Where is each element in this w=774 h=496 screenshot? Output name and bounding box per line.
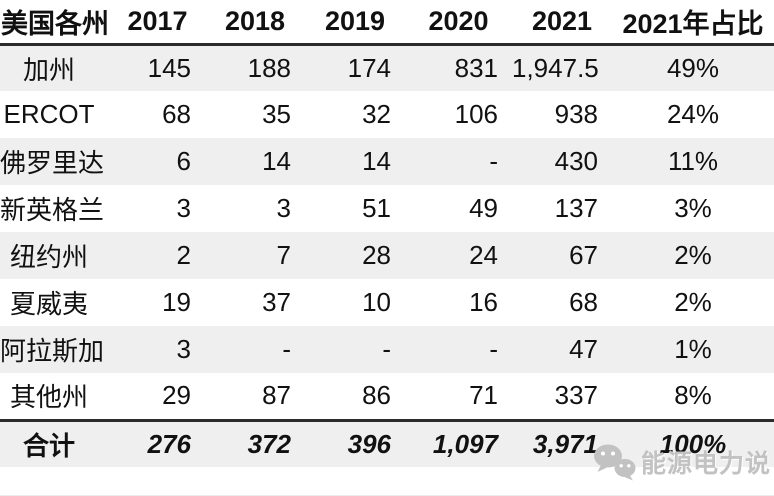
cell-2018: 7 bbox=[276, 240, 291, 270]
cell-share: 49% bbox=[666, 52, 720, 83]
total-2021: 3,971 bbox=[512, 418, 612, 467]
cell-2021: 337 bbox=[554, 380, 598, 411]
table-body: 加州 145 188 174 831 1,947.5 49% ERCOT 68 … bbox=[0, 44, 774, 420]
cell-region: ERCOT bbox=[3, 99, 95, 129]
cell-share: 2% bbox=[674, 240, 712, 270]
table-row: ERCOT 68 35 32 106 938 24% bbox=[0, 91, 774, 138]
table-row: 纽约州 2 7 28 24 67 2% bbox=[0, 232, 774, 279]
cell-2018: 188 bbox=[247, 52, 291, 83]
cell-2021: 67 bbox=[569, 240, 598, 270]
total-2019: 396 bbox=[305, 418, 405, 467]
cell-2019: 51 bbox=[362, 193, 391, 223]
cell-2018: 87 bbox=[262, 380, 291, 411]
table-row: 阿拉斯加 3 - - - 47 1% bbox=[0, 326, 774, 373]
header-2017: 2017 bbox=[110, 0, 205, 46]
cell-share: 8% bbox=[674, 380, 712, 411]
cell-2018: 3 bbox=[276, 193, 291, 223]
cell-2020: 16 bbox=[469, 287, 498, 317]
total-2020: 1,097 bbox=[405, 418, 512, 467]
cell-2019: 86 bbox=[362, 380, 391, 411]
cell-2019: - bbox=[382, 334, 391, 364]
cell-region: 其他州 bbox=[9, 382, 88, 413]
header-region: 美国各州 bbox=[0, 0, 110, 46]
cell-2020: - bbox=[489, 334, 498, 364]
cell-2017: 6 bbox=[176, 146, 191, 176]
header-2020: 2020 bbox=[405, 0, 512, 46]
cell-2021: 430 bbox=[554, 146, 598, 176]
cell-2019: 14 bbox=[362, 146, 391, 176]
cell-2019: 174 bbox=[347, 52, 391, 83]
cell-2017: 29 bbox=[162, 380, 191, 411]
cell-2017: 3 bbox=[176, 334, 191, 364]
total-2018: 372 bbox=[205, 418, 305, 467]
cell-share: 1% bbox=[674, 334, 712, 364]
cell-2019: 10 bbox=[362, 287, 391, 317]
table-row: 加州 145 188 174 831 1,947.5 49% bbox=[0, 44, 774, 91]
table-row: 佛罗里达 6 14 14 - 430 11% bbox=[0, 138, 774, 185]
cell-2020: 24 bbox=[469, 240, 498, 270]
cell-2020: 106 bbox=[454, 99, 498, 129]
cell-region: 新英格兰 bbox=[0, 195, 105, 225]
cell-2020: 831 bbox=[454, 52, 498, 83]
cell-2019: 28 bbox=[362, 240, 391, 270]
cell-region: 阿拉斯加 bbox=[0, 336, 105, 366]
cell-share: 24% bbox=[666, 99, 720, 129]
cell-2018: 14 bbox=[262, 146, 291, 176]
total-2017: 276 bbox=[110, 418, 205, 467]
cell-2017: 2 bbox=[176, 240, 191, 270]
table-header-row: 美国各州 2017 2018 2019 2020 2021 2021年占比 bbox=[0, 0, 774, 46]
cell-2021: 1,947.5 bbox=[512, 52, 599, 83]
total-label: 合计 bbox=[0, 418, 110, 467]
header-2019: 2019 bbox=[305, 0, 405, 46]
header-2018: 2018 bbox=[205, 0, 305, 46]
cell-region: 佛罗里达 bbox=[0, 148, 105, 178]
cell-2020: 49 bbox=[469, 193, 498, 223]
total-share: 100% bbox=[612, 418, 774, 467]
cell-region: 夏威夷 bbox=[9, 289, 88, 319]
cell-share: 11% bbox=[667, 146, 719, 176]
cell-2020: - bbox=[489, 146, 498, 176]
cell-2021: 938 bbox=[554, 99, 598, 129]
cell-2020: 71 bbox=[469, 380, 498, 411]
cell-2021: 47 bbox=[569, 334, 598, 364]
cell-region: 纽约州 bbox=[9, 242, 88, 272]
table-row: 新英格兰 3 3 51 49 137 3% bbox=[0, 185, 774, 232]
cell-2018: 37 bbox=[262, 287, 291, 317]
cell-2018: - bbox=[282, 334, 291, 364]
header-2021-share: 2021年占比 bbox=[612, 0, 774, 46]
us-states-storage-table: 美国各州 2017 2018 2019 2020 2021 2021年占比 加州… bbox=[0, 0, 774, 467]
cell-share: 3% bbox=[674, 193, 712, 223]
cell-2021: 68 bbox=[569, 287, 598, 317]
cell-2018: 35 bbox=[262, 99, 291, 129]
table-row: 夏威夷 19 37 10 16 68 2% bbox=[0, 279, 774, 326]
cell-region: 加州 bbox=[22, 54, 75, 85]
cell-2017: 19 bbox=[162, 287, 191, 317]
table-total-row: 合计 276 372 396 1,097 3,971 100% bbox=[0, 418, 774, 467]
cell-2017: 145 bbox=[147, 52, 191, 83]
cell-2019: 32 bbox=[362, 99, 391, 129]
cell-2017: 68 bbox=[162, 99, 191, 129]
cell-share: 2% bbox=[674, 287, 712, 317]
table-row: 其他州 29 87 86 71 337 8% bbox=[0, 373, 774, 420]
cell-2021: 137 bbox=[554, 193, 598, 223]
cell-2017: 3 bbox=[176, 193, 191, 223]
header-2021: 2021 bbox=[512, 0, 612, 46]
